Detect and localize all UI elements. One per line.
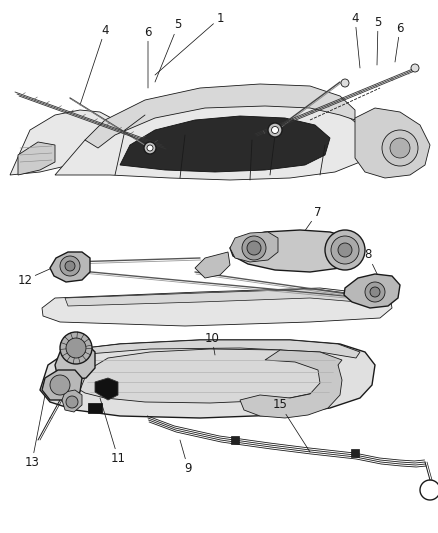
Text: 1: 1 <box>155 12 224 75</box>
Polygon shape <box>85 84 355 148</box>
Text: 4: 4 <box>80 23 109 105</box>
Circle shape <box>66 396 78 408</box>
Polygon shape <box>42 288 392 326</box>
Polygon shape <box>344 274 400 308</box>
Text: 12: 12 <box>18 268 52 287</box>
Text: 8: 8 <box>364 248 380 280</box>
Polygon shape <box>80 349 338 403</box>
Circle shape <box>65 261 75 271</box>
Circle shape <box>341 79 349 87</box>
Circle shape <box>370 287 380 297</box>
Circle shape <box>66 338 86 358</box>
Bar <box>231 436 239 444</box>
Circle shape <box>331 236 359 264</box>
Polygon shape <box>68 340 360 358</box>
Text: 13: 13 <box>25 395 45 469</box>
Text: 5: 5 <box>374 15 381 65</box>
Polygon shape <box>195 252 230 278</box>
Polygon shape <box>120 116 330 172</box>
Polygon shape <box>95 378 118 400</box>
Polygon shape <box>230 232 278 262</box>
Text: 5: 5 <box>155 19 182 82</box>
Polygon shape <box>55 100 370 180</box>
Text: 4: 4 <box>351 12 360 68</box>
Text: 6: 6 <box>144 26 152 88</box>
Polygon shape <box>50 252 90 282</box>
Polygon shape <box>40 340 375 418</box>
Bar <box>88 403 102 413</box>
Text: 15: 15 <box>272 399 310 452</box>
Polygon shape <box>18 142 55 175</box>
Text: 9: 9 <box>180 440 192 474</box>
Bar <box>351 449 359 457</box>
Polygon shape <box>62 390 82 412</box>
Circle shape <box>144 142 156 154</box>
Circle shape <box>60 332 92 364</box>
Polygon shape <box>10 110 115 175</box>
Polygon shape <box>65 289 380 306</box>
Text: 6: 6 <box>395 21 404 62</box>
Circle shape <box>365 282 385 302</box>
Circle shape <box>50 375 70 395</box>
Circle shape <box>325 230 365 270</box>
Circle shape <box>247 241 261 255</box>
Polygon shape <box>355 108 430 178</box>
Circle shape <box>382 130 418 166</box>
Circle shape <box>390 138 410 158</box>
Circle shape <box>268 123 282 137</box>
Polygon shape <box>230 230 358 272</box>
Circle shape <box>60 256 80 276</box>
Text: 7: 7 <box>295 206 322 245</box>
Polygon shape <box>240 350 342 418</box>
Circle shape <box>411 64 419 72</box>
Circle shape <box>272 126 279 133</box>
Circle shape <box>242 236 266 260</box>
Text: 10: 10 <box>205 332 219 355</box>
Polygon shape <box>42 370 82 400</box>
Text: 11: 11 <box>100 398 126 464</box>
Polygon shape <box>55 345 95 380</box>
Circle shape <box>147 145 153 151</box>
Circle shape <box>338 243 352 257</box>
